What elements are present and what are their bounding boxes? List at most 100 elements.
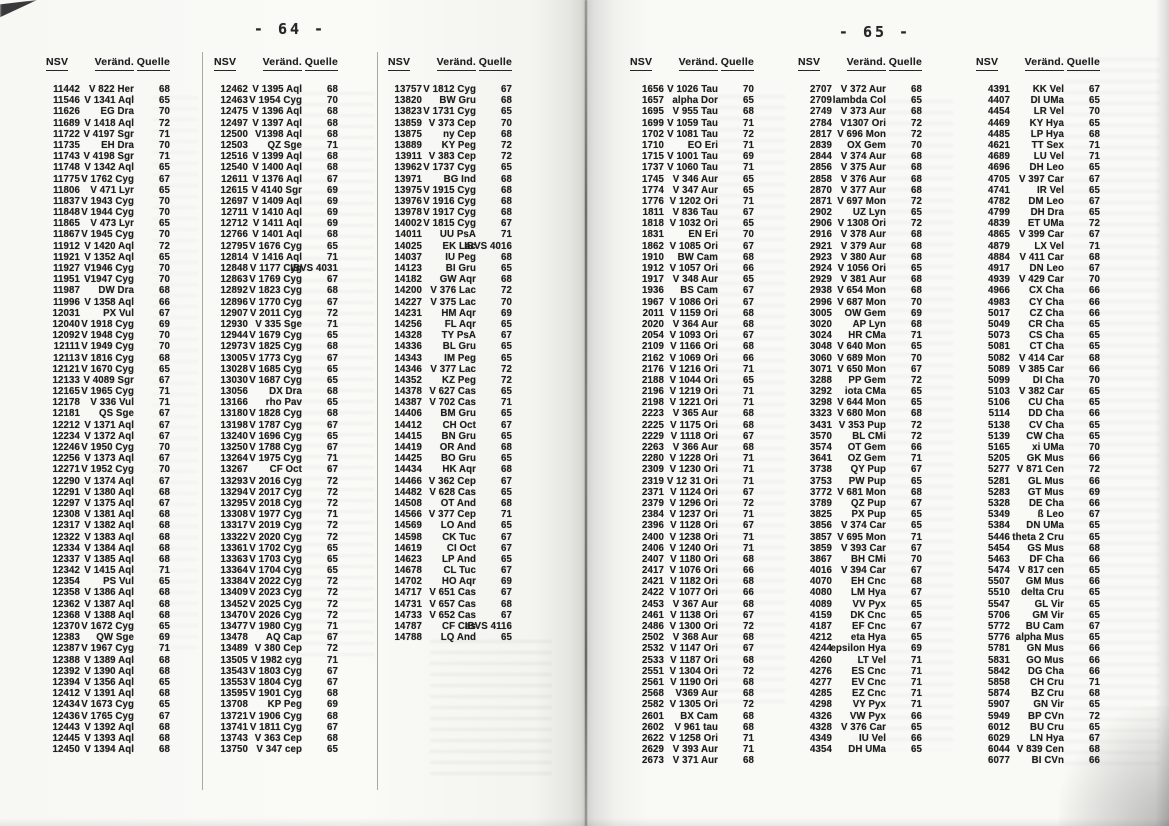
nsv-cell: 12907 bbox=[220, 307, 248, 319]
nsv-cell: 2856 bbox=[810, 162, 832, 174]
veraenderliche-cell: LN Hya bbox=[1030, 732, 1064, 744]
quelle-cell: 71 bbox=[1089, 151, 1100, 163]
page-curl-shadow bbox=[1059, 706, 1169, 826]
quelle-cell: 69 bbox=[501, 307, 512, 319]
quelle-cell: 65 bbox=[501, 632, 512, 644]
quelle-cell: 70 bbox=[911, 553, 922, 565]
table-row: 11921 V 1352 Aql 65 bbox=[36, 252, 170, 263]
quelle-cell: 68 bbox=[501, 173, 512, 185]
veraenderliche-cell: DH UMa bbox=[848, 744, 886, 756]
table-row: 11848 V 1944 Cyg 70 bbox=[36, 207, 170, 218]
nsv-cell: 14415 bbox=[394, 430, 422, 442]
table-row: 11748 V 1342 Aql 65 bbox=[36, 162, 170, 173]
nsv-cell: 11848 bbox=[53, 207, 80, 219]
nsv-cell: 2384 bbox=[642, 509, 664, 521]
veraenderliche-cell: V 1704 Cyg bbox=[249, 565, 302, 577]
quelle-cell: 72 bbox=[501, 151, 512, 163]
table-row: 2929 V 381 Aur 68 bbox=[788, 274, 922, 285]
quelle-cell: 71 bbox=[743, 139, 754, 151]
quelle-cell: 65 bbox=[501, 318, 512, 330]
table-row: 5081 CT Cha 65 bbox=[966, 341, 1100, 352]
nsv-cell: 14231 bbox=[394, 307, 422, 319]
quelle-cell: 67 bbox=[501, 330, 512, 342]
quelle-cell: 68 bbox=[159, 352, 170, 364]
quelle-cell: 67 bbox=[911, 464, 922, 476]
veraenderliche-cell: DH Dra bbox=[1030, 207, 1064, 219]
nsv-cell: 13030 bbox=[220, 374, 248, 386]
table-row: 13198 V 1787 Cyg 67 bbox=[204, 420, 338, 431]
nsv-cell: 3048 bbox=[810, 341, 832, 353]
quelle-cell: 68 bbox=[159, 285, 170, 297]
quelle-cell: 67 bbox=[327, 442, 338, 453]
table-row: 2502 V 368 Aur 68 bbox=[620, 632, 754, 643]
veraenderliche-cell: V 1026 Tau bbox=[667, 84, 718, 95]
table-row: 3574 OT Gem 66 bbox=[788, 442, 922, 453]
table-row: 12113 V 1816 Cyg 68 bbox=[36, 353, 170, 364]
nsv-cell: 13962 bbox=[394, 162, 422, 174]
nsv-cell: 13976 bbox=[394, 195, 422, 207]
veraenderliche-cell: V 377 Cep bbox=[428, 509, 476, 521]
veraenderliche-cell: TY PsA bbox=[441, 330, 476, 342]
table-row: 13553 V 1804 Cyg 67 bbox=[204, 677, 338, 688]
veraenderliche-cell: V 1385 Aql bbox=[84, 553, 134, 565]
table-row: 5139 CW Cha 65 bbox=[966, 431, 1100, 442]
veraenderliche-cell: EV Cnc bbox=[851, 676, 886, 688]
quelle-cell: 66 bbox=[1089, 654, 1100, 666]
quelle-cell: 71 bbox=[327, 621, 338, 632]
quelle-cell: 71 bbox=[1089, 676, 1100, 688]
table-row: 3071 V 650 Mon 67 bbox=[788, 364, 922, 375]
nsv-cell: 4741 bbox=[988, 184, 1010, 196]
quelle-cell: 67 bbox=[327, 419, 338, 431]
veraenderliche-cell: EF Cnc bbox=[852, 621, 886, 632]
nsv-cell: 3323 bbox=[810, 408, 832, 420]
veraenderliche-cell: V 681 Mon bbox=[837, 486, 886, 498]
quelle-cell: 67 bbox=[159, 430, 170, 442]
quelle-cell: 70 bbox=[911, 139, 922, 151]
veraenderliche-cell: KK Vel bbox=[1032, 84, 1064, 95]
veraenderliche-cell: V 1737 Cyg bbox=[423, 162, 476, 174]
veraenderliche-cell: V 368 Aur bbox=[672, 632, 718, 644]
veraenderliche-cell: V 1965 Cyg bbox=[81, 386, 134, 398]
table-row: 2223 V 365 Aur 68 bbox=[620, 408, 754, 419]
table-row: 4070 EH Cnc 68 bbox=[788, 576, 922, 587]
veraenderliche-cell: V 2026 Cyg bbox=[249, 609, 302, 621]
table-row: 4187 EF Cnc 67 bbox=[788, 621, 922, 632]
veraenderliche-cell: rho Pav bbox=[265, 397, 302, 409]
table-row: 5949 BP CVn 72 bbox=[966, 711, 1100, 722]
veraenderliche-cell: V 1060 Tau bbox=[667, 162, 718, 174]
quelle-cell: 71 bbox=[159, 643, 170, 655]
veraenderliche-cell: V 376 Lac bbox=[430, 285, 476, 297]
veraenderliche-cell: CI Oct bbox=[446, 542, 476, 554]
quelle-cell: 65 bbox=[1089, 430, 1100, 442]
veraenderliche-cell: V 376 Car bbox=[840, 721, 886, 733]
quelle-cell: 71 bbox=[743, 162, 754, 174]
table-row: 13267 CF Oct 67 bbox=[204, 464, 338, 475]
nsv-cell: 11912 bbox=[53, 240, 80, 252]
table-row: 12290 V 1374 Aql 67 bbox=[36, 476, 170, 487]
table-row: 4879 LX Vel 71 bbox=[966, 241, 1100, 252]
star-table-column: NSV Veränd. Quelle 13757 V 1812 Cyg 67 13820 BW… bbox=[378, 56, 512, 643]
veraenderliche-cell: V 1177 Cyg bbox=[249, 263, 302, 274]
quelle-cell: 67 bbox=[159, 374, 170, 386]
veraenderliche-cell: IU Vel bbox=[859, 732, 886, 744]
table-row: 12450 V 1394 Aql 68 bbox=[36, 744, 170, 755]
table-row: 5874 BZ Cru 68 bbox=[966, 688, 1100, 699]
veraenderliche-cell: V 1175 Ori bbox=[670, 419, 718, 431]
veraenderliche-cell: HK Aqr bbox=[442, 464, 476, 476]
table-row: 1831 EN Eri 70 bbox=[620, 229, 754, 240]
veraenderliche-cell: LP And bbox=[442, 553, 476, 565]
veraenderliche-cell: LP Hya bbox=[1030, 128, 1064, 140]
nsv-cell: 14336 bbox=[394, 341, 422, 353]
veraenderliche-cell: CS Cha bbox=[1028, 330, 1064, 342]
quelle-cell: 71 bbox=[911, 699, 922, 711]
nsv-cell: 1695 bbox=[642, 106, 664, 118]
table-row: 12322 V 1383 Aql 68 bbox=[36, 532, 170, 543]
table-row: 5842 DG Cha 66 bbox=[966, 666, 1100, 677]
quelle-cell: 65 bbox=[743, 374, 754, 386]
nsv-cell: 2198 bbox=[642, 397, 664, 409]
quelle-cell: 68 bbox=[911, 240, 922, 252]
quelle-cell: 71 bbox=[743, 475, 754, 487]
quelle-cell: 68 bbox=[743, 710, 754, 722]
veraenderliche-cell: V 1081 Tau bbox=[667, 128, 718, 140]
table-row: 14346 V 377 Lac 72 bbox=[378, 364, 512, 375]
